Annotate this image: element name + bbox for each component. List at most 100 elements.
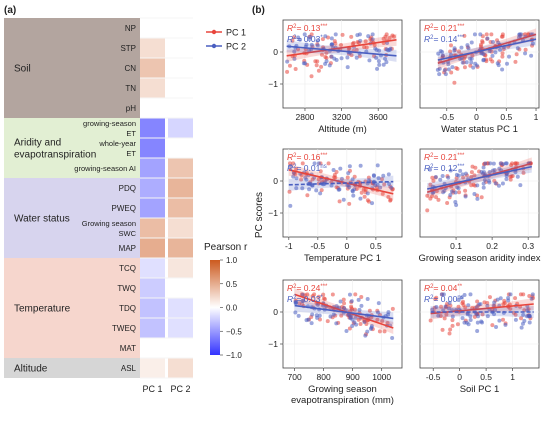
data-point (353, 315, 358, 320)
data-point (478, 32, 483, 37)
data-point (460, 316, 465, 321)
data-point (440, 53, 445, 58)
significance: *** (457, 153, 465, 159)
data-point (372, 173, 377, 178)
r-value: = 0.12 (433, 163, 457, 173)
data-point (529, 53, 534, 58)
r-value: = 0.03 (296, 294, 320, 304)
data-point (315, 43, 320, 48)
data-point (514, 52, 519, 57)
data-point (319, 52, 324, 57)
data-point (475, 183, 480, 188)
y-tick-label: 0 (273, 307, 278, 317)
points (428, 292, 535, 336)
data-point (365, 329, 370, 334)
data-point (471, 65, 476, 70)
x-axis-label: Growing season (308, 384, 377, 395)
data-point (447, 300, 452, 305)
x-tick-label: -0.5 (311, 241, 326, 251)
data-point (481, 185, 486, 190)
row-label: Growing season (82, 219, 136, 228)
data-point (463, 305, 468, 310)
data-point (376, 176, 381, 181)
data-point (386, 172, 391, 177)
heat-cell (168, 58, 193, 78)
row-label: ET (126, 149, 136, 158)
heat-cell (140, 178, 165, 198)
data-point (312, 292, 317, 297)
data-point (481, 57, 486, 62)
heatmap-panel: Soil NP STP CN TN pH Aridity andevapotranspira… (4, 17, 248, 394)
data-point (450, 314, 455, 319)
data-point (292, 35, 297, 40)
data-point (500, 67, 505, 72)
data-point (527, 314, 532, 319)
r-squared-label: R2= 0.24*** (287, 283, 328, 293)
column-label: PC 1 (142, 384, 162, 394)
data-point (359, 303, 364, 308)
data-point (485, 314, 490, 319)
data-point (521, 312, 526, 317)
x-axis-label: evapotranspiration (mm) (291, 395, 394, 406)
data-point (436, 197, 441, 202)
y-tick-label: −1 (268, 79, 278, 89)
heat-cell (168, 18, 193, 38)
data-point (454, 172, 459, 177)
data-point (456, 298, 461, 303)
data-point (376, 301, 381, 306)
data-point (387, 36, 392, 41)
data-point (375, 163, 380, 168)
data-point (473, 61, 478, 66)
x-tick-label: 3200 (332, 112, 351, 122)
data-point (326, 161, 331, 166)
legend-entry: PC 2 (226, 42, 246, 52)
data-point (463, 194, 468, 199)
data-point (465, 312, 470, 317)
r-value: = 0.24 (296, 283, 320, 293)
legend-entry: PC 1 (226, 28, 246, 38)
significance: ns (320, 164, 326, 170)
data-point (376, 59, 381, 64)
r-value: = 0.01 (296, 163, 320, 173)
data-point (359, 295, 364, 300)
data-point (386, 194, 391, 199)
data-point (464, 60, 469, 65)
group-label: Soil (14, 64, 31, 75)
data-point (450, 318, 455, 323)
data-point (454, 203, 459, 208)
heat-cell (168, 138, 193, 158)
data-point (479, 42, 484, 47)
heat-cell (140, 318, 165, 338)
data-point (381, 36, 386, 41)
data-point (428, 318, 433, 323)
data-point (348, 316, 353, 321)
significance: *** (457, 35, 465, 41)
data-point (329, 183, 334, 188)
data-point (443, 72, 448, 77)
data-point (460, 172, 465, 177)
data-point (462, 33, 467, 38)
scatter-panel-5: R2= 0.24***R2= 0.03* 700 800 900 1000 −1 0 Grow… (268, 279, 403, 406)
data-point (341, 297, 346, 302)
data-point (287, 189, 292, 194)
data-point (391, 34, 396, 39)
data-point (307, 37, 312, 42)
panel-label-b: (b) (252, 5, 265, 16)
row-label: NP (125, 24, 136, 33)
scatter-panel-6: R2= 0.04**R2= 0.00ns -0.5 0 0.5 1 Soil PC 1 (419, 279, 540, 395)
data-point (480, 312, 485, 317)
data-point (448, 52, 453, 57)
data-point (527, 320, 532, 325)
colorbar-tick-label: 0.5 (226, 280, 238, 289)
group-label: Aridity and (14, 138, 61, 149)
data-point (349, 304, 354, 309)
data-point (290, 38, 295, 43)
data-point (509, 163, 514, 168)
data-point (366, 199, 371, 204)
x-tick-label: 0.5 (370, 241, 382, 251)
data-point (382, 329, 387, 334)
data-point (500, 51, 505, 56)
r-squared-label: R2= 0.16*** (287, 152, 328, 162)
data-point (522, 318, 527, 323)
